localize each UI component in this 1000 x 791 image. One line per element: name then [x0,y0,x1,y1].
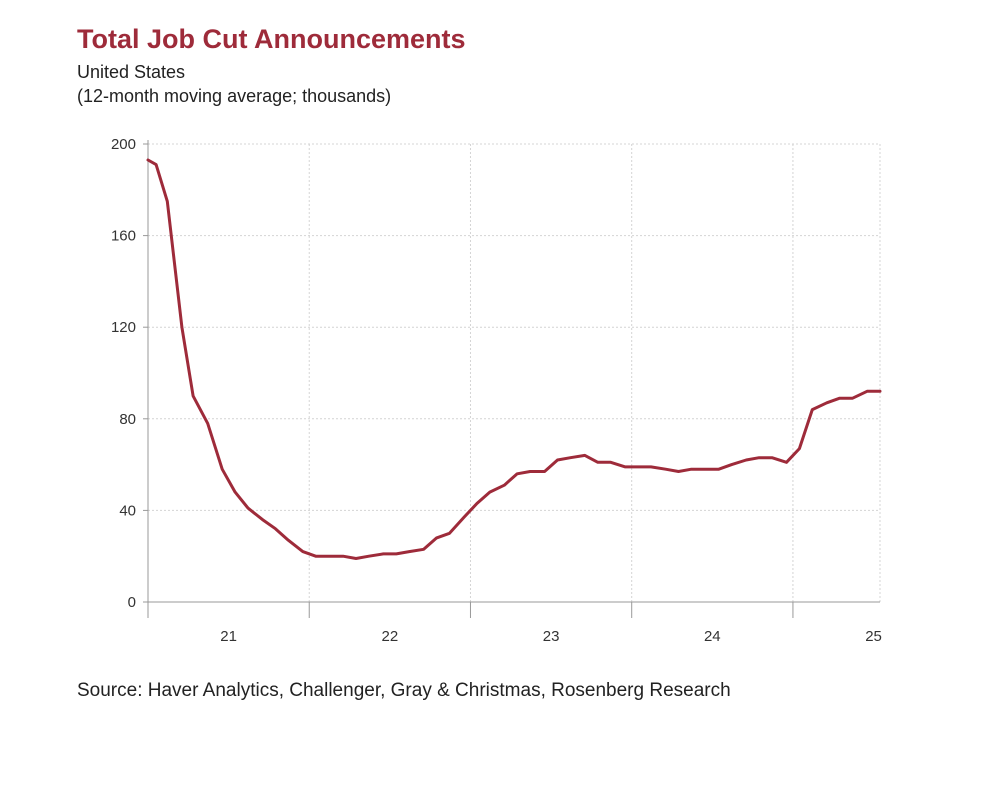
x-tick-label: 22 [382,628,399,645]
x-tick-label: 25 [865,628,882,645]
y-tick-label: 160 [111,228,136,245]
axes [143,140,880,618]
y-tick-labels: 0 40 80 120 160 200 [111,136,136,611]
chart-title: Total Job Cut Announcements [77,24,466,54]
grid-lines [148,143,881,602]
subtitle-units: (12-month moving average; thousands) [77,86,392,106]
x-tick-labels: 21 22 23 24 25 [220,628,882,645]
y-tick-label: 40 [119,502,136,519]
x-tick-label: 21 [220,628,237,645]
chart-subtitle: United States (12-month moving average; … [77,60,391,108]
y-tick-label: 80 [119,411,136,428]
y-tick-label: 200 [111,136,136,153]
subtitle-region: United States [77,62,186,82]
y-tick-label: 120 [111,319,136,336]
series-line-job-cuts [146,158,882,560]
x-tick-label: 23 [543,628,560,645]
series-group [146,158,882,560]
source-note: Source: Haver Analytics, Challenger, Gra… [77,680,731,701]
x-tick-label: 24 [704,628,721,645]
y-tick-label: 0 [128,594,136,611]
